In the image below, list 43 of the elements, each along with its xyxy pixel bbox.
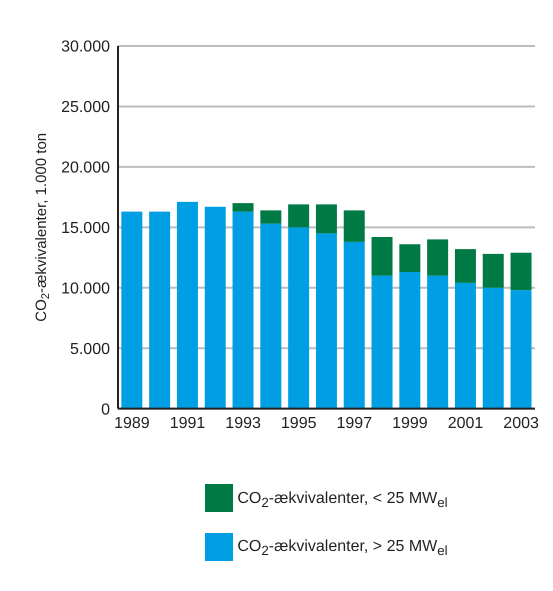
- bar: [260, 210, 282, 224]
- legend-label: CO$_{2}$-ækvivalenter, < 25 MW$_{el}$: [237, 490, 448, 510]
- bar: [344, 242, 365, 409]
- y-tick-label: 5.000: [70, 340, 110, 358]
- x-tick-label: 1999: [392, 414, 428, 432]
- bar: [427, 239, 448, 276]
- bar: [121, 212, 142, 409]
- bar: [288, 204, 310, 228]
- y-tick-label: 0: [101, 401, 110, 418]
- bar: [149, 212, 170, 409]
- y-tick-label: 15.000: [61, 220, 110, 237]
- legend-label: CO$_{2}$-ækvivalenter, > 25 MW$_{el}$: [237, 538, 448, 558]
- y-tick-label: 25.000: [61, 99, 110, 116]
- x-tick-label: 2003: [503, 414, 539, 432]
- y-tick-label: 30.000: [61, 38, 110, 56]
- bar: [399, 272, 420, 409]
- bar: [344, 210, 365, 242]
- bar: [372, 236, 393, 276]
- bar: [232, 203, 254, 212]
- bar: [316, 233, 337, 409]
- x-tick-label: 2001: [448, 414, 484, 432]
- bar: [232, 212, 254, 409]
- bar: [510, 290, 532, 409]
- bar: [316, 204, 337, 234]
- bar: [204, 206, 226, 409]
- bar: [482, 254, 504, 288]
- y-tick-label: 20.000: [61, 160, 110, 177]
- x-tick-label: 1995: [280, 414, 317, 432]
- bar: [399, 244, 420, 272]
- x-tick-label: 1997: [336, 414, 372, 432]
- x-tick-label: 1993: [225, 414, 261, 432]
- x-tick-label: 1991: [170, 414, 206, 432]
- bar: [510, 252, 532, 290]
- bar: [288, 227, 310, 409]
- bar: [482, 288, 504, 409]
- x-tick-label: 1989: [114, 414, 150, 432]
- y-tick-label: 10.000: [61, 280, 110, 298]
- bar: [176, 202, 198, 409]
- bar: [260, 224, 282, 409]
- bar: [454, 282, 476, 409]
- bar: [372, 276, 393, 409]
- bar: [427, 276, 448, 409]
- bar: [454, 249, 476, 283]
